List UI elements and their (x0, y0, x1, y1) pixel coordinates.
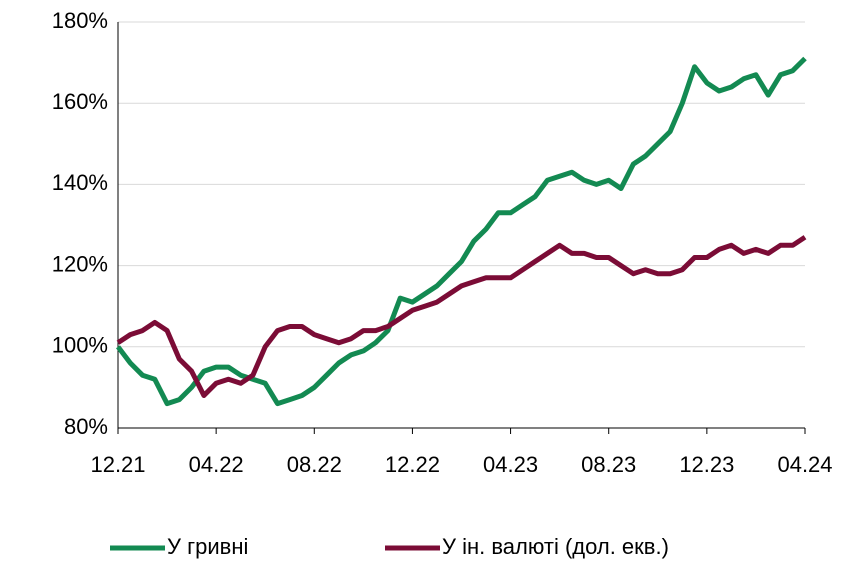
legend-label: У ін. валюті (дол. екв.) (442, 534, 669, 559)
y-tick-label: 100% (52, 333, 108, 358)
x-tick-label: 12.23 (679, 452, 734, 477)
y-tick-label: 160% (52, 89, 108, 114)
x-tick-label: 04.23 (483, 452, 538, 477)
y-tick-label: 80% (64, 414, 108, 439)
y-tick-label: 140% (52, 170, 108, 195)
series-line (116, 235, 807, 398)
x-tick-label: 04.22 (189, 452, 244, 477)
x-tick-label: 12.21 (90, 452, 145, 477)
y-tick-label: 120% (52, 251, 108, 276)
x-tick-label: 12.22 (385, 452, 440, 477)
x-tick-label: 08.23 (581, 452, 636, 477)
x-tick-label: 08.22 (287, 452, 342, 477)
y-tick-label: 180% (52, 8, 108, 33)
legend-label: У гривні (167, 534, 248, 559)
x-tick-label: 04.24 (777, 452, 832, 477)
series-line (116, 56, 807, 407)
